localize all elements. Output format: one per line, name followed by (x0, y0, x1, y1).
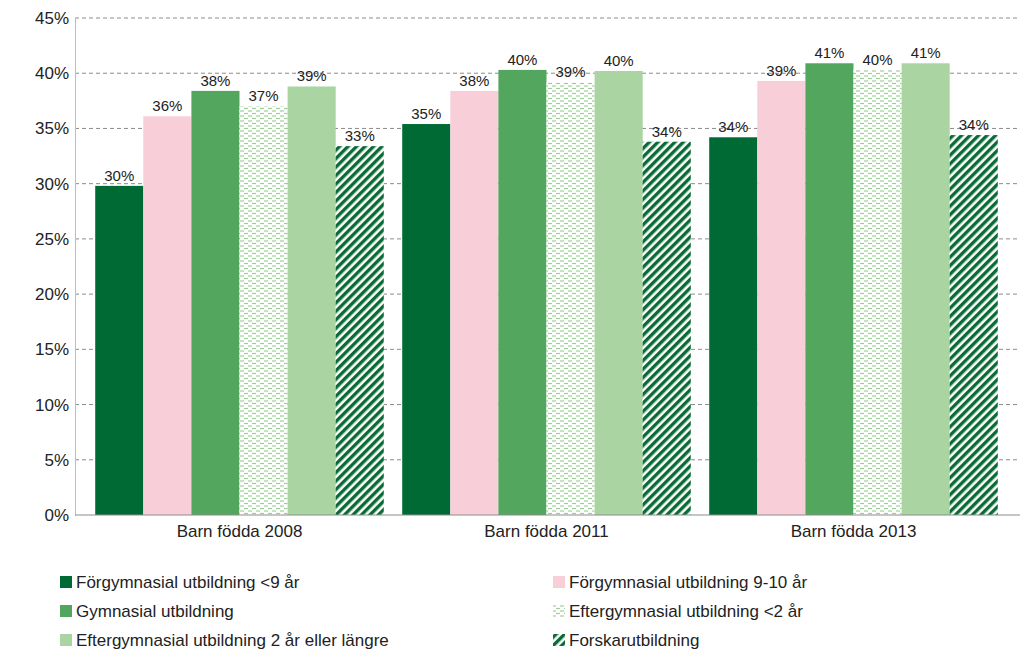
bar (191, 91, 239, 515)
y-tick-label: 30% (35, 175, 69, 194)
data-label: 34% (652, 123, 682, 140)
legend-swatch (553, 576, 565, 588)
x-axis: Barn födda 2008 Barn födda 2011 Barn födda… (75, 515, 1020, 541)
bar (498, 70, 546, 515)
y-tick-label: 35% (35, 119, 69, 138)
data-label: 35% (411, 105, 441, 122)
y-tick-label: 0% (44, 506, 69, 525)
legend-label: Förgymnasial utbildning <9 år (76, 573, 300, 592)
data-label: 39% (766, 62, 796, 79)
data-label: 33% (345, 127, 375, 144)
bar (595, 71, 643, 515)
data-label: 40% (604, 52, 634, 69)
y-tick-label: 40% (35, 64, 69, 83)
bar (643, 142, 691, 515)
bar (402, 124, 450, 515)
legend-label: Eftergymnasial utbildning 2 år eller län… (76, 631, 389, 650)
legend-item: Eftergymnasial utbildning <2 år (553, 602, 803, 621)
bars (95, 63, 998, 515)
y-tick-label: 15% (35, 340, 69, 359)
legend-item: Eftergymnasial utbildning 2 år eller län… (60, 631, 389, 650)
bar (950, 135, 998, 515)
y-tick: 20% (35, 285, 75, 304)
data-label: 39% (556, 63, 586, 80)
y-tick: 15% (35, 340, 75, 359)
legend-label: Förgymnasial utbildning 9-10 år (569, 573, 807, 592)
chart: 30% 35% 34% 36% 38% 39% 38% 40% 41% 37% 39% 40% 39% 4… (0, 0, 1023, 670)
y-tick: 45% (35, 9, 75, 28)
x-tick: Barn födda 2008 (177, 515, 303, 541)
legend-swatch (60, 605, 72, 617)
bar (288, 86, 336, 515)
data-label: 40% (863, 51, 893, 68)
data-label: 38% (459, 72, 489, 89)
bar (143, 116, 191, 515)
legend-item: Förgymnasial utbildning <9 år (60, 573, 300, 592)
legend-label: Gymnasial utbildning (76, 602, 234, 621)
bar (240, 106, 288, 515)
y-tick: 5% (44, 451, 75, 470)
bar (854, 70, 902, 515)
y-axis-line (75, 19, 76, 516)
legend-swatch (60, 634, 72, 646)
y-axis: 0% 5% 10% 15% 20% 25% 30% 35% 40% 45% (35, 9, 76, 525)
y-tick-label: 25% (35, 230, 69, 249)
legend-swatch (60, 576, 72, 588)
legend-item: Forskarutbildning (553, 631, 699, 650)
legend-swatch (553, 634, 565, 646)
legend-item: Förgymnasial utbildning 9-10 år (553, 573, 807, 592)
bar (336, 146, 384, 515)
legend-swatch (553, 605, 565, 617)
legend-label: Eftergymnasial utbildning <2 år (569, 602, 803, 621)
y-tick: 30% (35, 175, 75, 194)
data-label: 30% (104, 167, 134, 184)
data-label: 41% (814, 44, 844, 61)
data-labels: 30% 35% 34% 36% 38% 39% 38% 40% 41% 37% 39% 40% 39% 4… (104, 44, 989, 184)
data-label: 36% (152, 97, 182, 114)
data-label: 38% (200, 72, 230, 89)
bar (805, 63, 853, 515)
bar (757, 81, 805, 515)
bar (709, 137, 757, 515)
legend-item: Gymnasial utbildning (60, 602, 234, 621)
bar (95, 186, 143, 515)
legend-label: Forskarutbildning (569, 631, 699, 650)
x-tick: Barn födda 2013 (791, 515, 917, 541)
x-tick: Barn födda 2011 (484, 515, 608, 541)
data-label: 41% (911, 44, 941, 61)
y-tick: 40% (35, 64, 75, 83)
legend: Förgymnasial utbildning <9 år Förgymnasia… (60, 573, 807, 650)
y-tick: 25% (35, 230, 75, 249)
y-tick-label: 10% (35, 395, 69, 414)
x-axis-line (75, 515, 1020, 516)
bar (450, 91, 498, 515)
x-tick-label: Barn födda 2011 (484, 522, 608, 541)
x-tick-label: Barn födda 2013 (791, 522, 917, 541)
bar (547, 82, 595, 515)
grid-line (75, 18, 1020, 19)
bar (902, 63, 950, 515)
data-label: 34% (959, 116, 989, 133)
data-label: 39% (297, 67, 327, 84)
data-label: 34% (718, 118, 748, 135)
y-tick: 35% (35, 119, 75, 138)
y-tick-label: 5% (44, 451, 69, 470)
y-tick-label: 20% (35, 285, 69, 304)
y-tick-label: 45% (35, 9, 69, 28)
data-label: 40% (507, 51, 537, 68)
y-tick: 10% (35, 395, 75, 414)
data-label: 37% (249, 87, 279, 104)
y-tick: 0% (44, 506, 75, 525)
x-tick-label: Barn födda 2008 (177, 522, 303, 541)
